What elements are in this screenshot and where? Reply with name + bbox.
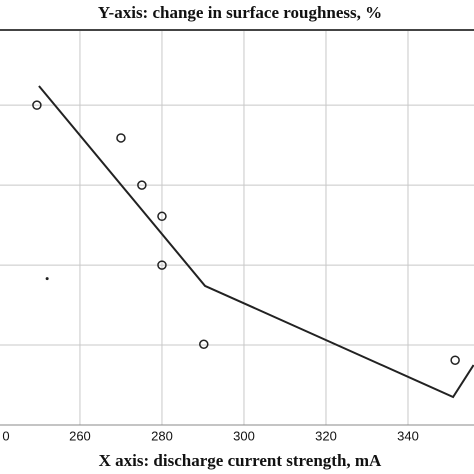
x-axis-title: X axis: discharge current strength, mA [99,451,382,470]
chart-title: Y-axis: change in surface roughness, % [98,3,382,22]
data-point [157,260,167,270]
data-point [32,100,42,110]
data-point [450,355,460,365]
x-tick-label: 300 [233,428,255,443]
data-point [199,339,209,349]
x-tick-label: 340 [397,428,419,443]
data-dot [45,277,49,281]
x-tick-label: 260 [69,428,91,443]
data-point [157,211,167,222]
data-point [137,180,147,190]
fit-line [38,85,474,399]
x-tick-label: 280 [151,428,173,443]
x-tick-label: 320 [315,428,337,443]
x-tick-label: 0 [2,428,9,443]
data-point [116,133,126,143]
